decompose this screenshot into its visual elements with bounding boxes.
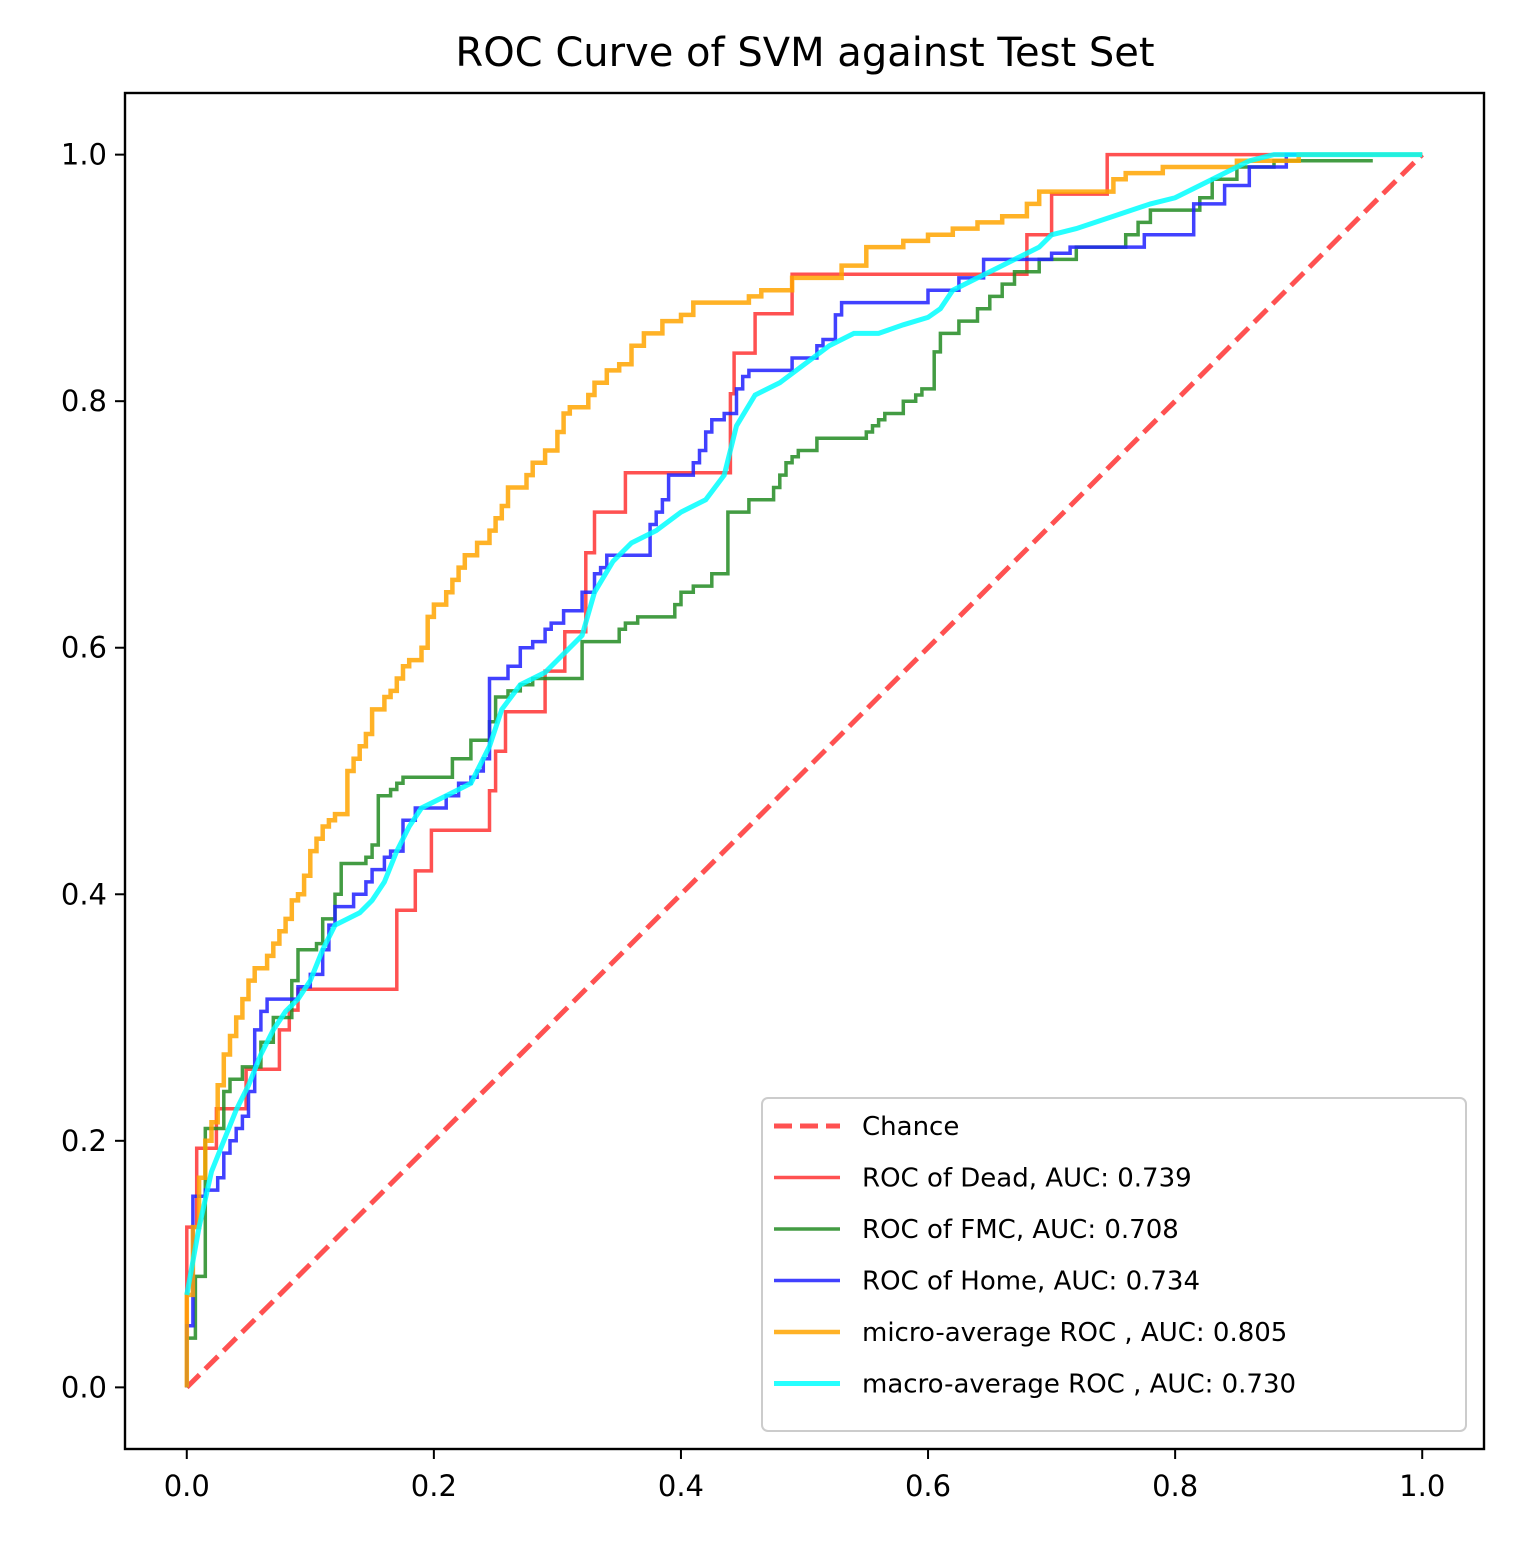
- legend-label: ROC of Dead, AUC: 0.739: [862, 1164, 1192, 1194]
- y-tick-label: 0.6: [61, 631, 107, 665]
- y-tick-label: 0.2: [61, 1124, 107, 1158]
- legend-label: micro-average ROC , AUC: 0.805: [862, 1318, 1287, 1348]
- legend-label: ROC of Home, AUC: 0.734: [862, 1267, 1200, 1297]
- y-tick-label: 0.4: [61, 877, 107, 911]
- chart-title: ROC Curve of SVM against Test Set: [455, 30, 1154, 76]
- legend-box: [761, 1097, 1467, 1432]
- y-tick-label: 0.8: [61, 384, 107, 418]
- legend-label: macro-average ROC , AUC: 0.730: [862, 1370, 1296, 1400]
- x-tick-label: 0.8: [1152, 1469, 1198, 1503]
- plot-frame: [123, 91, 1486, 1451]
- series-line-1: [185, 152, 1423, 1388]
- x-tick-label: 0.6: [905, 1469, 951, 1503]
- x-tick-label: 0.0: [164, 1469, 210, 1503]
- series-line-4: [184, 152, 1423, 1388]
- series-line-2: [185, 159, 1373, 1388]
- x-tick-label: 1.0: [1399, 1469, 1445, 1503]
- series-line-0: [185, 152, 1424, 1390]
- legend: Chance ROC of Dead, AUC: 0.739 ROC of FMC,…: [761, 1097, 1467, 1432]
- y-tick-label: 1.0: [61, 138, 107, 172]
- legend-label: Chance: [862, 1112, 959, 1142]
- legend-label: ROC of FMC, AUC: 0.708: [862, 1215, 1179, 1245]
- series-line-5: [184, 152, 1423, 1296]
- series-line-3: [185, 152, 1423, 1388]
- x-tick-label: 0.2: [411, 1469, 457, 1503]
- series-layer: [184, 152, 1424, 1390]
- x-tick-label: 0.4: [658, 1469, 704, 1503]
- axes-layer: 0.0 0.2 0.4 0.6 0.8 1.0 0.0 0.2 0.4 0.6 0.8 1.0: [61, 138, 1445, 1503]
- y-tick-label: 0.0: [61, 1370, 107, 1404]
